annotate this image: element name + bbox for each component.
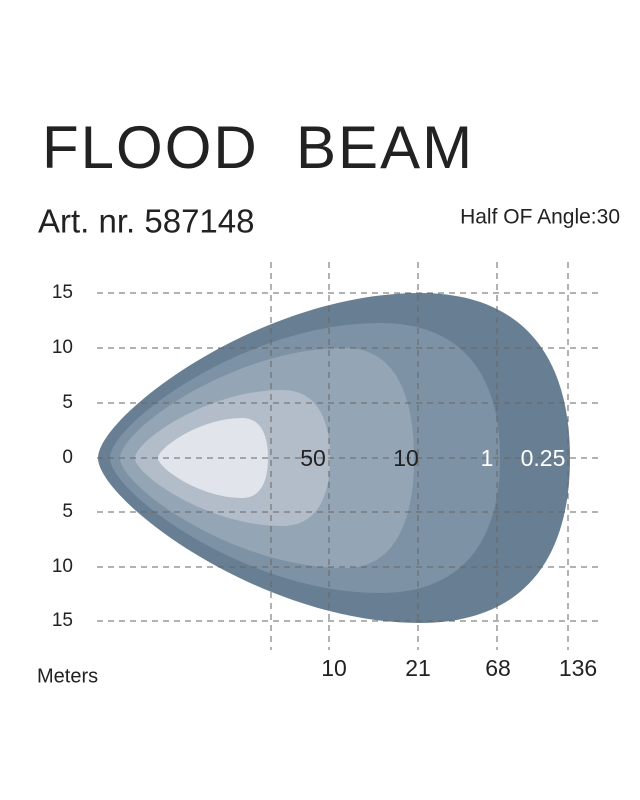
- y-label: 10: [52, 337, 73, 358]
- y-label: 15: [52, 282, 73, 303]
- title: FLOOD BEAM: [42, 114, 474, 181]
- unit-label: Meters: [37, 665, 98, 687]
- zone-label: 50: [300, 445, 326, 471]
- y-label: 5: [62, 392, 73, 413]
- half-angle: Half OF Angle:30: [460, 206, 620, 229]
- article-number: Art. nr. 587148: [38, 203, 254, 240]
- y-label: 10: [52, 556, 73, 577]
- zone-label: 1: [481, 445, 494, 471]
- x-label: 21: [405, 655, 431, 681]
- zone-label: 0.25: [521, 445, 566, 471]
- y-label: 5: [62, 501, 73, 522]
- x-label: 136: [559, 655, 597, 681]
- y-label: 0: [62, 447, 73, 468]
- x-label: 10: [321, 655, 347, 681]
- grid: [97, 262, 598, 650]
- x-label: 68: [485, 655, 511, 681]
- zone-label: 10: [393, 445, 419, 471]
- y-label: 15: [52, 610, 73, 631]
